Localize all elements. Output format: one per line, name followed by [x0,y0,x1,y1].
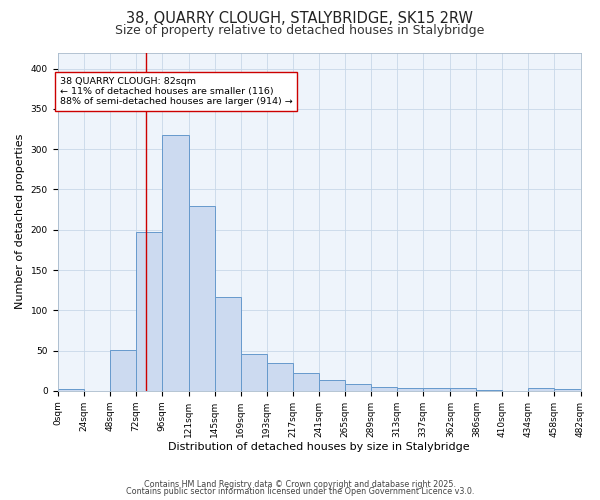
Bar [110,350,136,391]
Text: 38, QUARRY CLOUGH, STALYBRIDGE, SK15 2RW: 38, QUARRY CLOUGH, STALYBRIDGE, SK15 2RW [127,11,473,26]
X-axis label: Distribution of detached houses by size in Stalybridge: Distribution of detached houses by size … [168,442,470,452]
Bar [371,387,397,391]
Text: Contains public sector information licensed under the Open Government Licence v3: Contains public sector information licen… [126,488,474,496]
Bar [189,206,215,391]
Bar [136,232,161,391]
Bar [529,388,554,391]
Y-axis label: Number of detached properties: Number of detached properties [15,134,25,310]
Text: Size of property relative to detached houses in Stalybridge: Size of property relative to detached ho… [115,24,485,37]
Bar [319,380,345,391]
Bar [293,373,319,391]
Bar [554,389,581,391]
Bar [241,354,267,391]
Text: 38 QUARRY CLOUGH: 82sqm
← 11% of detached houses are smaller (116)
88% of semi-d: 38 QUARRY CLOUGH: 82sqm ← 11% of detache… [59,76,292,106]
Bar [345,384,371,391]
Bar [267,362,293,391]
Bar [397,388,423,391]
Bar [450,388,476,391]
Bar [161,136,189,391]
Bar [423,388,450,391]
Text: Contains HM Land Registry data © Crown copyright and database right 2025.: Contains HM Land Registry data © Crown c… [144,480,456,489]
Bar [215,296,241,391]
Bar [476,390,502,391]
Bar [58,389,83,391]
